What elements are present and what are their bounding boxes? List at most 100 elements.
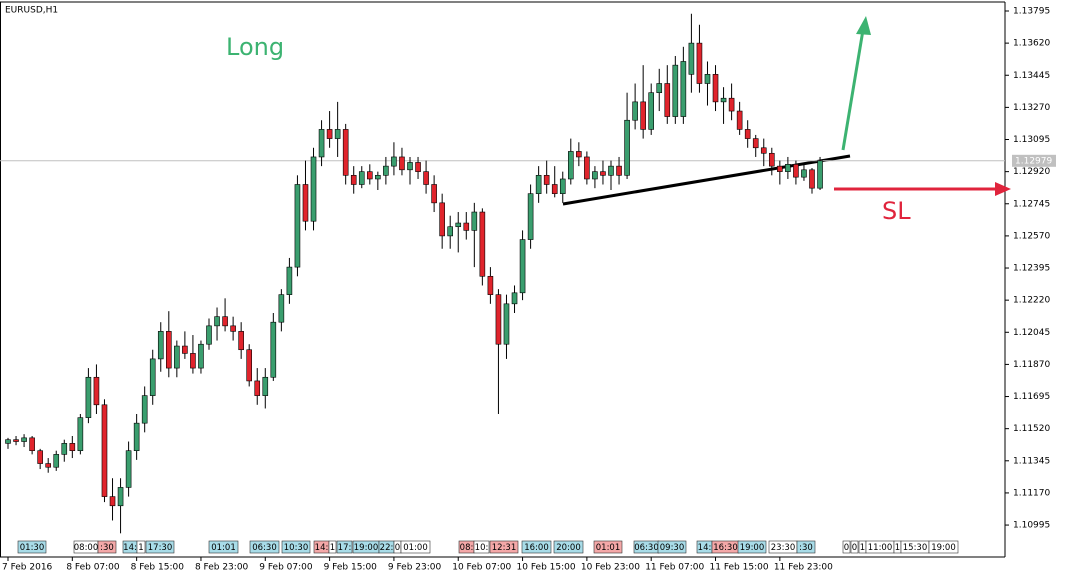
event-label: 12:31	[492, 543, 517, 553]
candle-body	[503, 303, 510, 345]
x-tick-label: 11 Feb 07:00	[645, 563, 704, 573]
candle-body	[254, 380, 261, 396]
x-tick-label: 8 Feb 23:00	[195, 563, 249, 573]
candle-body	[712, 74, 719, 103]
candle-body	[109, 496, 116, 507]
event-label: 19:00	[740, 543, 765, 553]
event-box	[737, 540, 767, 554]
event-label: 06:30	[252, 543, 277, 553]
event-label: 0	[395, 543, 400, 553]
y-tick-label: 1.13270	[1013, 103, 1050, 113]
candle-body	[13, 439, 19, 442]
candle-body	[680, 61, 687, 117]
annotations	[562, 16, 1011, 206]
x-tick-label: 9 Feb 07:00	[259, 563, 313, 573]
event-label: 19:00	[354, 543, 379, 553]
event-box	[400, 540, 431, 554]
event-label: 15:30	[903, 543, 928, 553]
candle-body	[310, 156, 317, 222]
event-box	[521, 540, 552, 554]
candle-body	[101, 404, 108, 497]
x-tick-label: 10 Feb 07:00	[452, 563, 511, 573]
candle-body	[334, 129, 341, 139]
y-tick-label: 1.11345	[1013, 456, 1050, 466]
candle-body	[117, 487, 124, 507]
candle-body	[198, 343, 204, 369]
candle-body	[471, 211, 478, 231]
event-label: 16:30	[713, 543, 738, 553]
event-label: 17:30	[148, 543, 173, 553]
event-label: :30	[799, 543, 813, 553]
event-label: 1	[895, 543, 900, 553]
event-box	[850, 540, 859, 554]
event-label: 0	[844, 543, 849, 553]
annotation: SL	[882, 197, 911, 225]
candle-body	[768, 152, 775, 167]
candle-body	[29, 437, 35, 451]
candle-body	[214, 316, 220, 327]
x-tick-label: 7 Feb 2016	[2, 563, 53, 573]
trendline	[562, 154, 851, 206]
event-box	[328, 540, 337, 554]
candle-body	[672, 64, 679, 117]
candle-body	[423, 171, 429, 185]
candle-body	[302, 184, 309, 222]
candle-body	[53, 454, 60, 468]
candle-body	[801, 169, 807, 178]
y-tick-label: 1.12920	[1013, 167, 1050, 177]
event-label: 09:30	[660, 543, 685, 553]
candle-body	[567, 151, 574, 180]
candle-body	[535, 175, 542, 194]
candle-body	[527, 193, 534, 240]
event-box	[281, 540, 311, 554]
candle-body	[720, 97, 727, 103]
event-label: 10:30	[284, 543, 309, 553]
candle-body	[648, 92, 655, 130]
candle-body	[383, 165, 389, 176]
x-tick-label: 9 Feb 15:00	[324, 563, 378, 573]
candle-body	[624, 119, 630, 176]
event-box	[842, 540, 851, 554]
candle-body	[375, 175, 381, 180]
event-box	[489, 540, 519, 554]
y-tick-label: 1.13095	[1013, 135, 1050, 145]
candle-body	[793, 163, 799, 178]
candle-body	[728, 97, 735, 112]
candle-body	[37, 450, 43, 464]
candle-body	[439, 202, 445, 237]
y-tick-label: 1.13620	[1013, 39, 1050, 49]
candle-body	[182, 345, 188, 354]
x-tick-label: 10 Feb 15:00	[517, 563, 576, 573]
candle-body	[785, 163, 791, 172]
event-label: 08:00	[74, 543, 99, 553]
candle-body	[77, 417, 84, 451]
event-label: 16:00	[524, 543, 549, 553]
candle-body	[656, 83, 663, 93]
candle-body	[640, 101, 646, 130]
event-box	[553, 540, 584, 554]
event-box	[208, 540, 239, 554]
sl-arrow-head	[995, 182, 1011, 196]
candle-body	[463, 222, 470, 231]
x-tick-label: 8 Feb 07:00	[66, 563, 120, 573]
event-box	[336, 540, 353, 554]
event-label: 1	[330, 543, 335, 553]
event-label: 1	[860, 543, 865, 553]
event-label: 22:	[380, 543, 394, 553]
candle-body	[366, 171, 373, 180]
y-tick-label: 1.11520	[1013, 424, 1050, 434]
event-box	[145, 540, 175, 554]
event-box	[593, 540, 623, 554]
event-label: :30	[100, 543, 114, 553]
event-box	[136, 540, 146, 554]
candle-body	[777, 165, 783, 172]
candle-body	[415, 162, 421, 172]
y-tick-label: 1.12745	[1013, 199, 1050, 209]
event-label: 23:30	[771, 543, 796, 553]
event-box	[249, 540, 280, 554]
candle-body	[166, 331, 172, 369]
y-tick-label: 1.12220	[1013, 296, 1050, 306]
candle-body	[688, 42, 695, 75]
candle-body	[584, 156, 590, 180]
candle-body	[93, 376, 100, 406]
